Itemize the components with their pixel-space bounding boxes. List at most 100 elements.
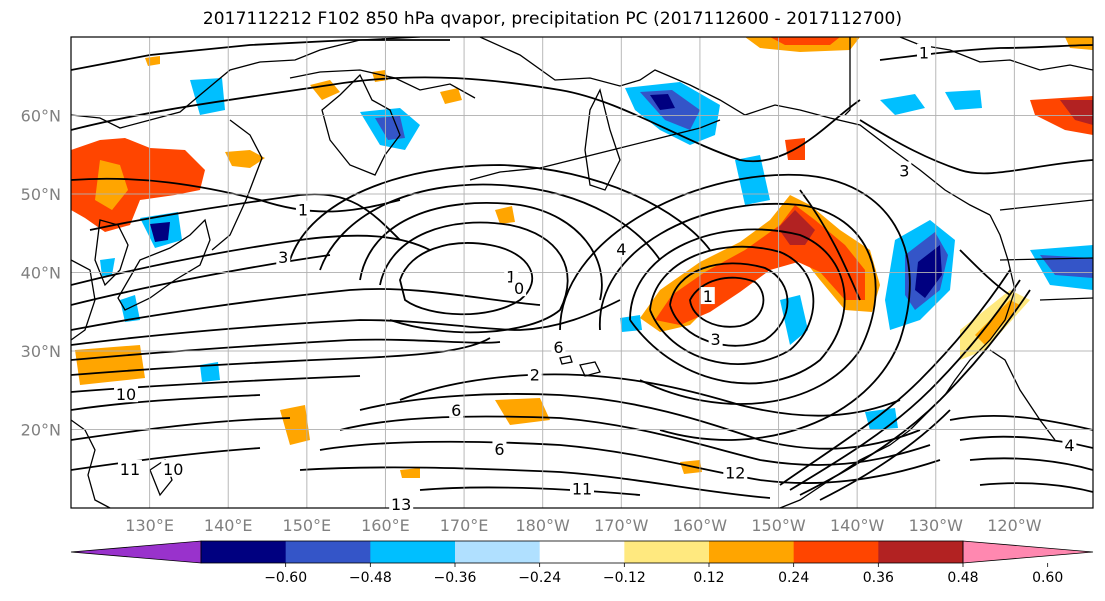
- contour-label-bg: [276, 247, 291, 265]
- colorbar-tick-label: 0.48: [947, 570, 978, 586]
- precip-anomaly-positive: [495, 206, 515, 224]
- contour-label-bg: [708, 330, 723, 348]
- contour-label: 1: [298, 201, 308, 220]
- contour-line: [359, 201, 603, 301]
- contour-line: [879, 44, 1093, 61]
- colorbar: −0.60 −0.48 −0.36 −0.24 −0.12 0.12 0.24 0.36 0.4…: [70, 540, 1094, 586]
- contour-line: [71, 39, 450, 71]
- contour-line: [689, 276, 765, 328]
- contour-line: [649, 245, 815, 365]
- colorbar-tick-label: −0.24: [518, 570, 561, 586]
- colorbar-tick-label: −0.60: [264, 570, 307, 586]
- precip-anomaly-negative: [735, 155, 770, 205]
- precip-anomaly-negative: [100, 258, 115, 276]
- contour-line: [789, 279, 1021, 491]
- colorbar-segments: [70, 540, 1094, 564]
- border: [1039, 297, 1093, 301]
- contour-line: [71, 417, 291, 441]
- colorbar-segment: [793, 541, 879, 563]
- contour-line: [419, 486, 641, 496]
- contour-label: 3: [711, 330, 721, 349]
- latitude-label: 50°N: [21, 185, 61, 204]
- contour-line: [339, 415, 931, 466]
- contour-label: 6: [494, 440, 504, 459]
- contour-line: [289, 164, 711, 261]
- colorbar-segment: [878, 541, 964, 563]
- contour-label: 1: [703, 287, 713, 306]
- contour-line: [629, 228, 846, 385]
- longitude-label: 120°W: [987, 516, 1042, 535]
- precip-anomaly-positive: [225, 150, 265, 168]
- contour-label-bg: [161, 459, 186, 477]
- colorbar-segment: [285, 541, 371, 563]
- longitude-label: 140°W: [830, 516, 885, 535]
- border: [999, 199, 1093, 211]
- contour-label: 10: [116, 385, 136, 404]
- contour-line: [319, 183, 661, 271]
- colorbar-tick-label: 0.36: [863, 570, 894, 586]
- colorbar-tick-label: 0.12: [693, 570, 724, 586]
- colorbar-tick-label: 0.60: [1032, 570, 1063, 586]
- precip-anomaly-positive: [400, 468, 420, 478]
- contour-label: 1: [919, 44, 929, 63]
- colorbar-ticks: −0.60 −0.48 −0.36 −0.24 −0.12 0.12 0.24 0.36 0.4…: [264, 563, 1063, 586]
- coastline-kamchatka: [321, 73, 401, 176]
- latitude-label: 60°N: [21, 107, 61, 126]
- contour-label: 6: [451, 401, 461, 420]
- precip-anomaly-positive: [95, 160, 128, 210]
- contour-label: 3: [899, 161, 909, 180]
- contour-label: 0: [514, 279, 524, 298]
- map-frame: [70, 36, 1094, 509]
- latitude-label: 20°N: [21, 421, 61, 440]
- precip-anomaly-positive: [778, 210, 815, 245]
- contour-label-bg: [512, 279, 527, 297]
- coastline-alaska: [584, 88, 621, 191]
- precip-anomaly-positive: [145, 56, 160, 66]
- border: [844, 37, 851, 116]
- longitude-label: 160°E: [361, 516, 410, 535]
- longitude-label: 130°W: [909, 516, 964, 535]
- contour-line: [71, 254, 331, 306]
- colorbar-outline: [200, 540, 964, 564]
- contour-line: [799, 289, 1031, 496]
- contour-label-bg: [117, 459, 142, 477]
- colorbar-segment: [455, 541, 541, 563]
- contour-line: [949, 414, 1093, 431]
- contour-label-bg: [614, 239, 629, 257]
- contour-label-bg: [389, 495, 414, 513]
- contour-line: [71, 338, 501, 361]
- contour-label: 1: [506, 267, 516, 286]
- precip-anomaly-positive: [1060, 100, 1093, 125]
- precip-anomaly-positive: [495, 398, 550, 425]
- coastline-hawaii: [579, 361, 601, 377]
- coastline-aleutians: [469, 119, 721, 181]
- colorbar-segment: [539, 541, 625, 563]
- coastline-philippines: [149, 458, 173, 497]
- longitude-label: 150°W: [751, 516, 806, 535]
- contour-line: [599, 203, 877, 405]
- contour-label-bg: [897, 161, 912, 179]
- contour-line: [71, 234, 431, 286]
- longitude-labels: 130°E 140°E 150°E 160°E 170°E 180°W 170°W 160°W…: [125, 516, 1041, 535]
- colorbar-segment: [370, 541, 456, 563]
- contour-line: [979, 482, 1093, 493]
- contour-label: 10: [163, 460, 183, 479]
- contour-label-bg: [114, 385, 139, 403]
- contour-line: [959, 435, 1093, 449]
- contour-line: [559, 173, 911, 441]
- precip-anomaly-negative: [190, 78, 225, 115]
- precip-anomaly-negative: [880, 94, 925, 115]
- contour-label-bg: [700, 287, 715, 305]
- contour-label: 12: [725, 464, 745, 483]
- precip-anomaly-negative: [945, 90, 982, 110]
- coastline-china: [71, 419, 111, 508]
- precip-anomaly-positive: [440, 88, 462, 104]
- latitude-label: 40°N: [21, 264, 61, 283]
- contour-line: [959, 249, 1011, 296]
- colorbar-tick-label: 0.24: [778, 570, 809, 586]
- longitude-label: 170°E: [440, 516, 489, 535]
- contour-label-bg: [916, 43, 931, 61]
- longitude-label: 140°E: [204, 516, 253, 535]
- precip-anomaly-negative: [120, 295, 140, 322]
